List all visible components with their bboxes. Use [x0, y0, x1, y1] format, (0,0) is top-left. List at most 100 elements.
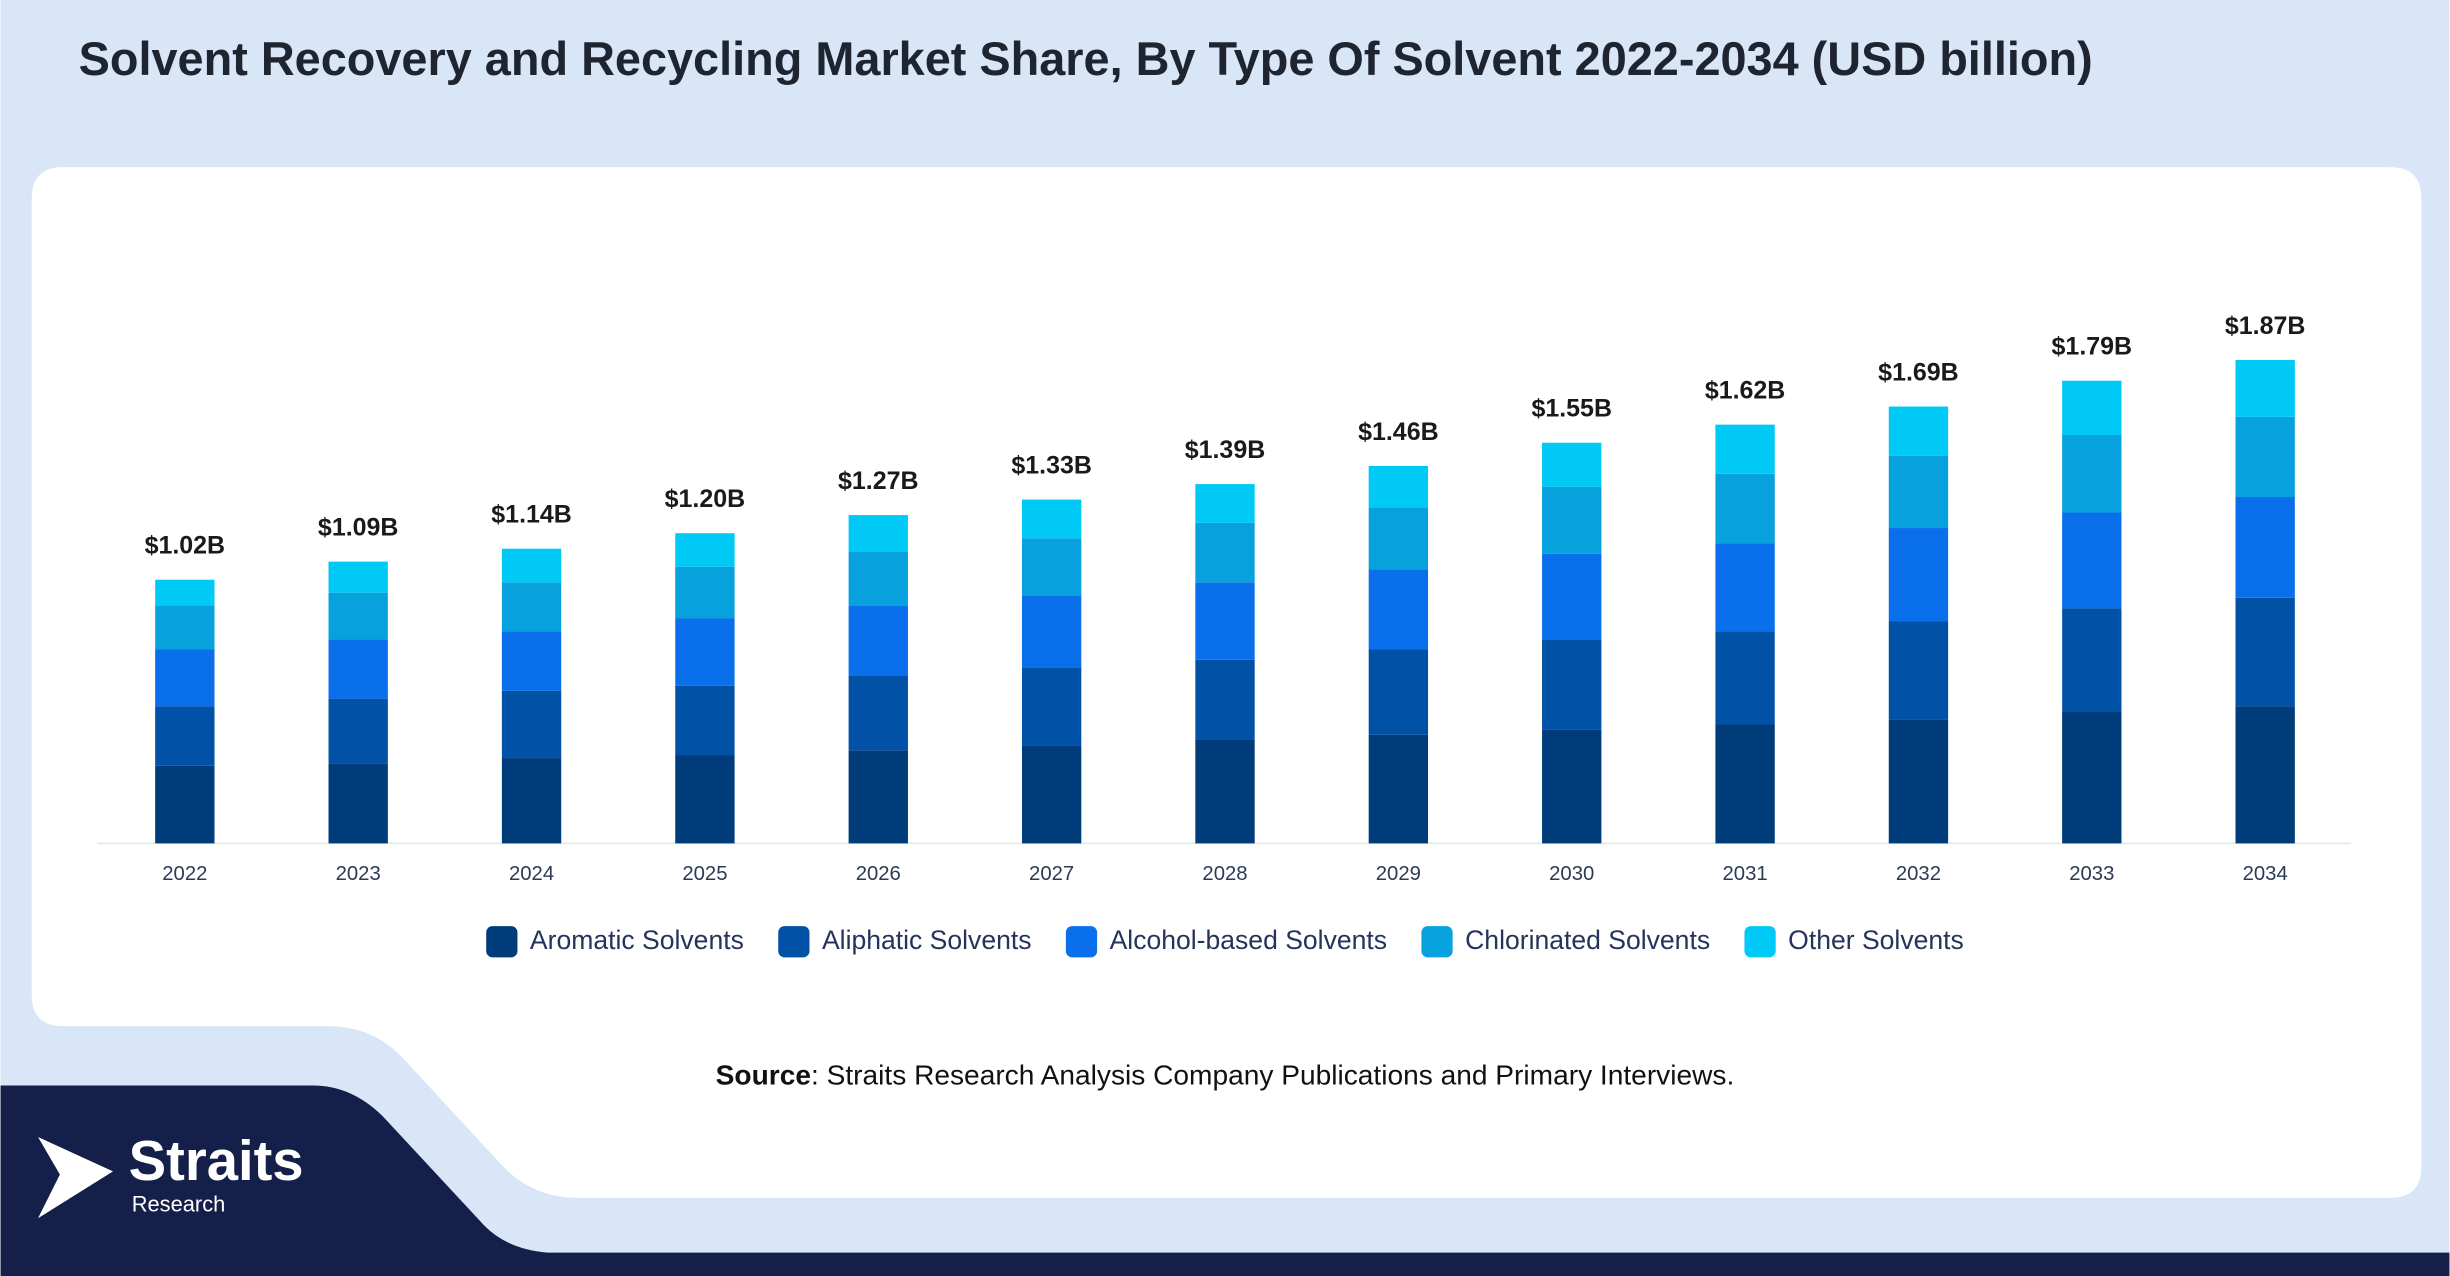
bar-segment: [675, 618, 735, 686]
total-label: $1.39B: [1185, 436, 1266, 464]
bar-segment: [501, 690, 562, 759]
bar-segment: [1021, 538, 1082, 596]
total-label: $1.14B: [491, 501, 572, 529]
legend-swatch: [778, 926, 810, 958]
total-label: $1.20B: [665, 485, 746, 513]
bar-segment: [155, 579, 215, 606]
legend-label: Other Solvents: [1788, 925, 1964, 955]
source-text: : Straits Research Analysis Company Publ…: [811, 1060, 1734, 1091]
x-tick-label: 2022: [162, 863, 207, 885]
bar-segment: [1195, 484, 1255, 523]
bar-segment: [1715, 631, 1775, 725]
bar-segment: [2235, 416, 2295, 498]
x-tick-label: 2024: [509, 863, 554, 885]
bar-segment: [1888, 719, 1949, 844]
bar-segment: [1368, 569, 1429, 650]
legend-label: Aromatic Solvents: [530, 925, 744, 955]
x-tick-label: 2033: [2069, 863, 2114, 885]
x-tick-label: 2026: [856, 863, 901, 885]
bar-segment: [2235, 497, 2295, 598]
bar-segment: [2235, 597, 2295, 707]
bar-segment: [328, 698, 388, 764]
total-label: $1.46B: [1358, 418, 1439, 446]
legend-swatch: [1744, 926, 1776, 958]
legend-label: Alcohol-based Solvents: [1110, 925, 1387, 955]
bar-segment: [848, 675, 908, 751]
bar-segment: [155, 765, 215, 844]
bar-segment: [1368, 507, 1429, 570]
bar-segment: [2062, 380, 2122, 435]
bar-segment: [1195, 739, 1255, 844]
legend-swatch: [486, 926, 518, 958]
x-tick-label: 2027: [1029, 863, 1074, 885]
bar-segment: [1021, 745, 1082, 844]
bar-segment: [2062, 608, 2122, 712]
bar-segment: [1888, 528, 1949, 622]
bar-segment: [1542, 553, 1602, 640]
bar-segment: [1195, 522, 1255, 583]
bar-segment: [2062, 711, 2122, 844]
x-tick-label: 2028: [1202, 863, 1247, 885]
bar-segment: [1021, 595, 1082, 668]
bar-segment: [1542, 729, 1602, 844]
bar-segment: [1542, 639, 1602, 730]
logo-name: Straits: [129, 1129, 304, 1192]
legend: Aromatic Solvents Aliphatic Solvents Alcoh…: [486, 925, 1964, 958]
bar-segment: [328, 763, 388, 844]
bar-segment: [2062, 434, 2122, 513]
total-label: $1.55B: [1531, 395, 1612, 423]
bar-segment: [155, 706, 215, 766]
x-tick-label: 2032: [1896, 863, 1941, 885]
logo-icon: [38, 1136, 113, 1219]
bar-segment: [1888, 455, 1949, 529]
bar-segment: [1888, 621, 1949, 720]
bar-segment: [848, 750, 908, 844]
bar-segment: [501, 631, 562, 691]
legend-swatch: [1421, 926, 1453, 958]
bar-segment: [1368, 465, 1429, 508]
footer-band: [0, 1085, 2450, 1276]
bar-segment: [848, 605, 908, 676]
bar-segment: [155, 649, 215, 707]
bar-segment: [1715, 724, 1775, 844]
legend-swatch: [1065, 926, 1098, 958]
bar-segment: [501, 758, 562, 844]
x-tick-label: 2034: [2243, 863, 2288, 885]
bar-segment: [1542, 486, 1602, 554]
bar-segment: [675, 566, 735, 619]
source-label: Source: [716, 1060, 811, 1091]
bar-segment: [328, 561, 388, 593]
x-tick-label: 2023: [336, 863, 381, 885]
bar-segment: [1542, 442, 1602, 487]
bar-segment: [1368, 734, 1429, 844]
bar-segment: [328, 639, 388, 699]
bar-segment: [1888, 406, 1949, 456]
bar-segment: [848, 551, 908, 606]
logo-tagline: Research: [132, 1191, 226, 1216]
total-label: $1.33B: [1011, 451, 1092, 479]
bar-segment: [501, 582, 562, 632]
total-label: $1.69B: [1878, 358, 1959, 386]
bar-segment: [155, 605, 215, 650]
total-label: $1.62B: [1705, 376, 1786, 404]
total-label: $1.02B: [145, 532, 226, 560]
total-label: $1.87B: [2225, 312, 2306, 340]
bar-segment: [1195, 582, 1255, 660]
bar-segment: [2235, 706, 2295, 844]
total-label: $1.09B: [318, 513, 399, 541]
bar-segment: [1021, 499, 1082, 539]
x-tick-label: 2030: [1549, 863, 1594, 885]
bar-segment: [2062, 512, 2122, 609]
bar-segment: [1715, 473, 1775, 544]
bar-segment: [675, 755, 735, 844]
x-tick-label: 2029: [1376, 863, 1421, 885]
bar-segment: [1195, 659, 1255, 740]
bar-segment: [848, 515, 908, 552]
bar-segment: [501, 548, 562, 583]
bar-segment: [1021, 667, 1082, 746]
bar-segment: [2235, 360, 2295, 417]
total-label: $1.27B: [838, 467, 919, 495]
x-tick-label: 2025: [682, 863, 727, 885]
